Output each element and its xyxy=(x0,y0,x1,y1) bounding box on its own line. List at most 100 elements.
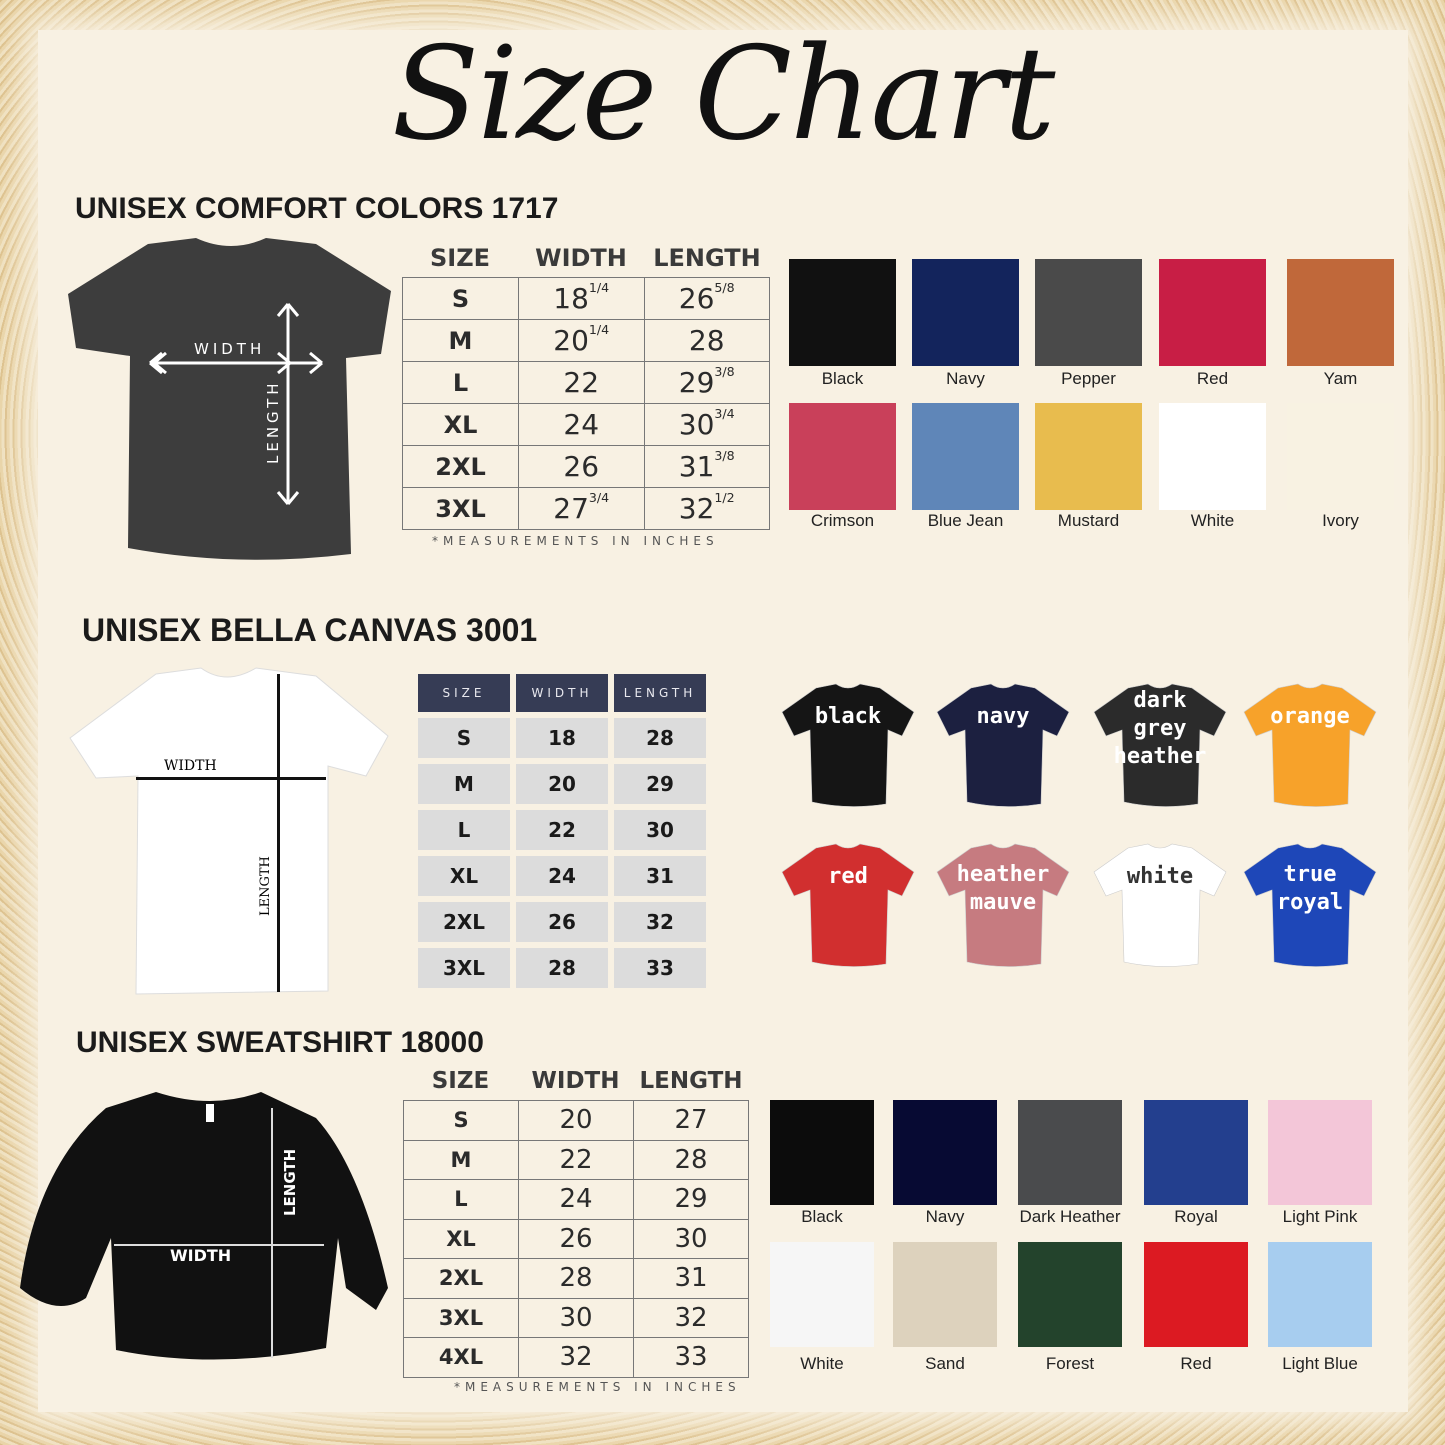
length-value: 31 xyxy=(678,450,715,483)
color-swatch[interactable] xyxy=(912,403,1019,510)
width-value: 28 xyxy=(559,1263,593,1294)
color-swatch[interactable] xyxy=(912,259,1019,366)
width-value: 24 xyxy=(563,408,600,441)
color-swatch[interactable] xyxy=(770,1100,874,1205)
length-value: 31 xyxy=(646,864,674,888)
cell-size: 3XL xyxy=(403,1297,519,1338)
color-swatch[interactable] xyxy=(1018,1242,1122,1347)
color-name: Sand xyxy=(925,1354,965,1373)
length-label: LENGTH xyxy=(264,379,282,464)
tshirt-icon xyxy=(936,683,1070,807)
cell-length: 321/2 xyxy=(643,487,770,530)
tee-label: navy xyxy=(976,704,1030,729)
color-tee-black[interactable]: black xyxy=(778,682,918,812)
table-row: 2XL 26 32 xyxy=(418,902,706,942)
color-tee-true-royal[interactable]: true royal xyxy=(1240,842,1380,972)
cell-size: 4XL xyxy=(403,1337,519,1378)
width-value: 20 xyxy=(548,772,576,796)
size-value: 3XL xyxy=(435,494,486,523)
cell-size: XL xyxy=(402,403,519,446)
length-value: 31 xyxy=(674,1263,708,1294)
cell-width: 24 xyxy=(518,403,645,446)
length-fraction: 3/4 xyxy=(714,406,735,421)
cell-size: M xyxy=(403,1139,519,1180)
column-header-length: LENGTH xyxy=(639,1068,743,1094)
color-tee-white[interactable]: white xyxy=(1090,842,1230,972)
cell-width: 26 xyxy=(518,1218,634,1259)
color-tee-orange[interactable]: orange xyxy=(1240,682,1380,812)
table-row: XL 26 30 xyxy=(403,1218,749,1259)
color-name: Blue Jean xyxy=(927,511,1004,530)
color-swatch[interactable] xyxy=(1159,259,1266,366)
column-header: LENGTH xyxy=(614,674,706,712)
color-name: Black xyxy=(821,369,864,388)
size-value: S xyxy=(453,1108,469,1133)
cell-length: 32 xyxy=(633,1297,749,1338)
width-fraction: 1/4 xyxy=(588,322,610,337)
length-fraction: 5/8 xyxy=(714,280,735,295)
color-name: Ivory xyxy=(1322,511,1359,530)
color-swatch[interactable] xyxy=(770,1242,874,1347)
color-tee-red[interactable]: red xyxy=(778,842,918,972)
color-tee-heather-mauve[interactable]: heather mauve xyxy=(933,842,1073,972)
page-title: Size Chart xyxy=(391,20,1056,169)
color-swatch[interactable] xyxy=(1144,1100,1248,1205)
color-swatch[interactable] xyxy=(1159,403,1266,510)
color-swatch[interactable] xyxy=(1144,1242,1248,1347)
color-swatch[interactable] xyxy=(1287,259,1394,366)
width-value: 20 xyxy=(553,324,589,357)
measurement-note: *MEASUREMENTS IN INCHES xyxy=(454,1380,741,1394)
cell-length: 29 xyxy=(633,1179,749,1220)
color-swatch[interactable] xyxy=(893,1100,997,1205)
color-swatch[interactable] xyxy=(893,1242,997,1347)
size-value: L xyxy=(452,368,469,397)
width-fraction: 3/4 xyxy=(588,490,610,505)
size-value: M xyxy=(454,772,474,796)
cell-length: 293/8 xyxy=(643,361,770,404)
tshirt-icon xyxy=(1093,683,1227,807)
column-header-length: LENGTH xyxy=(653,244,761,272)
length-label: LENGTH xyxy=(281,1148,299,1216)
size-table-header: SIZE WIDTH LENGTH xyxy=(403,1068,749,1094)
color-name: Black xyxy=(801,1207,843,1226)
column-header-width: WIDTH xyxy=(531,1068,620,1094)
size-value: 3XL xyxy=(438,1305,484,1330)
color-swatch[interactable] xyxy=(789,259,896,366)
table-header-row: SIZE WIDTH LENGTH xyxy=(418,674,706,712)
table-row: 2XL 28 31 xyxy=(403,1258,749,1299)
tee-label: dark xyxy=(1133,688,1187,713)
table-row: XL 24 31 xyxy=(418,856,706,896)
cell-width: 201/4 xyxy=(518,319,645,362)
color-name: Dark Heather xyxy=(1019,1207,1121,1226)
tshirt-icon xyxy=(1243,843,1377,967)
color-swatch[interactable] xyxy=(1035,259,1142,366)
size-value: L xyxy=(457,818,471,842)
column-header-size: SIZE xyxy=(431,1068,490,1094)
size-value: 2XL xyxy=(438,1266,484,1291)
length-value: 29 xyxy=(674,1184,708,1215)
table-row: S 20 27 xyxy=(403,1100,749,1141)
tshirt-icon xyxy=(781,843,915,967)
measurement-note: *MEASUREMENTS IN INCHES xyxy=(432,534,719,548)
color-swatch[interactable] xyxy=(1268,1242,1372,1347)
color-name: Mustard xyxy=(1057,511,1120,530)
color-tee-dark-grey-heather[interactable]: dark grey heather xyxy=(1090,682,1230,812)
width-value: 18 xyxy=(553,282,589,315)
table-row: S 18 28 xyxy=(418,718,706,758)
length-value: 27 xyxy=(674,1105,708,1136)
cell-length: 31 xyxy=(614,856,706,896)
color-name: Red xyxy=(1180,1354,1212,1373)
width-value: 27 xyxy=(553,492,589,525)
table-row: 3XL 30 32 xyxy=(403,1297,749,1338)
size-table-header: SIZE WIDTH LENGTH xyxy=(402,244,770,272)
color-swatch[interactable] xyxy=(1018,1100,1122,1205)
color-swatch[interactable] xyxy=(1035,403,1142,510)
color-tee-navy[interactable]: navy xyxy=(933,682,1073,812)
color-swatch[interactable] xyxy=(1268,1100,1372,1205)
cell-width: 181/4 xyxy=(518,277,645,320)
table-row: S 181/4 265/8 xyxy=(402,277,770,320)
color-swatch[interactable] xyxy=(789,403,896,510)
table-row: 3XL 28 33 xyxy=(418,948,706,988)
color-swatch[interactable] xyxy=(1287,403,1394,510)
length-value: 33 xyxy=(674,1342,708,1373)
